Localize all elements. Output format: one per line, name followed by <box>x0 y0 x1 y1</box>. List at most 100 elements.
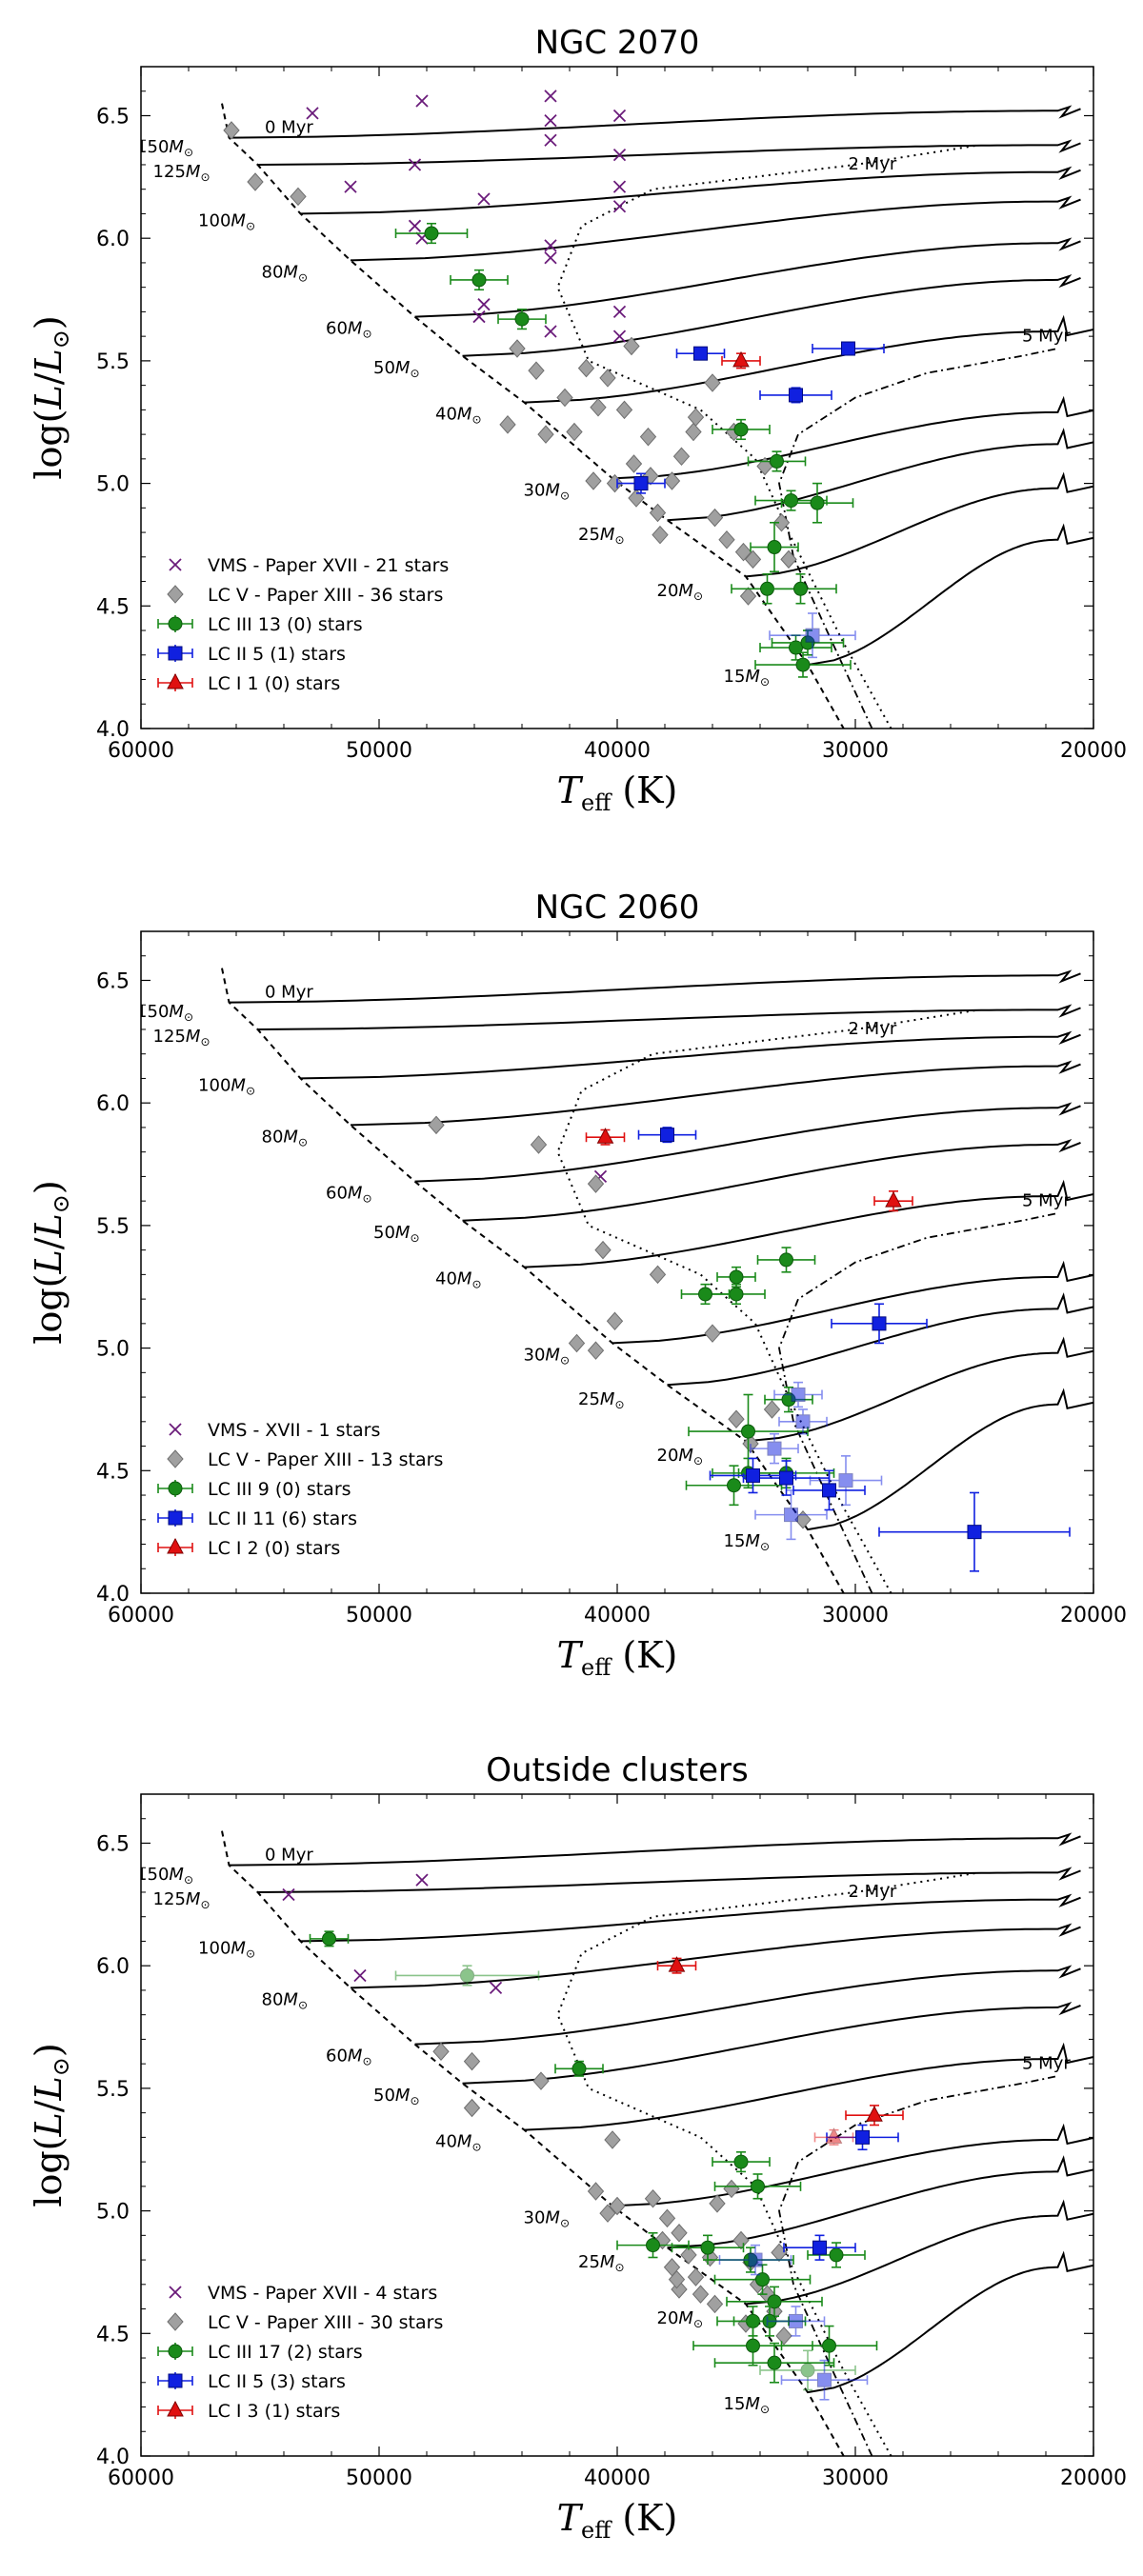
marker-square <box>812 2240 827 2255</box>
marker-square <box>168 1510 183 1526</box>
data-point <box>704 373 721 392</box>
marker-circle <box>822 2338 836 2353</box>
track-80msun <box>350 1923 1081 1989</box>
marker-diamond <box>668 2269 686 2289</box>
marker-diamond <box>672 447 691 467</box>
track-40msun <box>524 1179 1093 1268</box>
data-point <box>585 1128 626 1146</box>
series-lc-ii <box>616 341 885 659</box>
marker-diamond <box>685 422 702 442</box>
mass-label-20: 20M⊙ <box>657 1446 704 1468</box>
data-point <box>680 2246 697 2265</box>
data-point <box>766 2306 826 2337</box>
data-point <box>759 2349 856 2391</box>
series-lc-i <box>585 1128 913 1212</box>
data-point <box>704 1324 721 1343</box>
marker-circle <box>784 493 798 509</box>
track-40msun <box>524 2042 1093 2131</box>
y-tick-label: 5.0 <box>96 2201 130 2225</box>
legend-label: LC II 11 (6) stars <box>208 1508 357 1529</box>
marker-circle <box>767 2355 782 2370</box>
series-vms <box>282 1873 503 1994</box>
data-point <box>658 2208 676 2228</box>
marker-triangle <box>825 2127 843 2144</box>
data-point <box>247 172 264 191</box>
isochrone-5myr <box>778 1212 1058 1593</box>
x-axis-label: Teff (K) <box>557 1634 678 1681</box>
marker-circle <box>424 226 439 241</box>
data-point <box>544 133 557 147</box>
data-point <box>649 503 667 523</box>
marker-diamond <box>706 2294 724 2314</box>
marker-square <box>805 628 820 643</box>
marker-diamond <box>709 2194 726 2213</box>
data-point <box>750 1432 799 1465</box>
marker-circle <box>789 640 803 655</box>
marker-diamond <box>556 388 573 408</box>
marker-square <box>967 1525 982 1540</box>
y-tick-label: 6.0 <box>96 1955 130 1979</box>
data-point <box>747 450 807 472</box>
marker-diamond <box>537 425 554 444</box>
legend-label: LC III 17 (2) stars <box>208 2342 363 2363</box>
data-point <box>604 2130 621 2149</box>
data-point <box>450 269 509 291</box>
data-point <box>625 454 643 473</box>
data-point <box>353 1968 367 1983</box>
marker-circle <box>646 2238 660 2253</box>
data-point <box>754 651 852 678</box>
marker-x <box>544 90 557 103</box>
marker-circle <box>471 272 487 288</box>
marker-circle <box>829 2247 844 2263</box>
marker-x <box>344 180 357 193</box>
marker-circle <box>698 1287 712 1302</box>
marker-x <box>306 107 319 120</box>
track-15msun <box>807 1388 1093 1531</box>
marker-diamond <box>587 1341 605 1360</box>
data-point <box>585 471 602 490</box>
data-point <box>756 1247 816 1273</box>
track-50msun <box>462 2001 1081 2085</box>
y-tick-label: 6.0 <box>96 228 130 251</box>
data-point <box>637 1127 697 1144</box>
track-60msun <box>414 1102 1081 1183</box>
mass-label-25: 25M⊙ <box>578 1389 625 1411</box>
track-30msun <box>612 395 1093 480</box>
marker-square <box>822 1483 836 1498</box>
data-point <box>594 1240 612 1260</box>
marker-diamond <box>704 373 721 392</box>
data-point <box>306 107 319 120</box>
legend: VMS - XVII - 1 stars LC V - Paper XIII - … <box>157 1420 443 1559</box>
data-point <box>712 2151 771 2173</box>
mass-label-150: 150M⊙ <box>136 1002 193 1024</box>
legend-label: LC I 1 (0) stars <box>208 673 340 694</box>
data-point <box>688 1393 809 1469</box>
track-20msun <box>745 471 1093 578</box>
data-point <box>807 2242 866 2268</box>
marker-diamond <box>609 2196 626 2216</box>
legend: VMS - Paper XVII - 21 stars LC V - Paper … <box>157 555 449 694</box>
data-point <box>309 1930 350 1947</box>
marker-diamond <box>649 1265 667 1285</box>
data-point <box>706 2294 724 2314</box>
marker-square <box>779 1470 793 1486</box>
marker-x <box>544 133 557 147</box>
marker-square <box>791 1388 806 1402</box>
panel-1: NGC 2070 60000 50000 40000 30000 20000 4.0 4.5 5… <box>28 24 1127 816</box>
marker-square <box>748 2252 763 2267</box>
data-point <box>408 158 422 171</box>
data-point <box>544 113 557 128</box>
marker-diamond <box>587 1174 605 1193</box>
marker-x <box>477 298 491 311</box>
mass-label-40: 40M⊙ <box>435 405 482 427</box>
marker-diamond <box>658 2208 676 2228</box>
isochrone-label-0myr: 0 Myr <box>265 118 313 138</box>
track-100msun <box>300 166 1081 215</box>
isochrone-label-2myr: 2 Myr <box>849 154 897 174</box>
data-point <box>554 2060 604 2077</box>
data-point <box>606 1311 624 1331</box>
data-point <box>612 109 627 123</box>
legend-item: LC V - Paper XIII - 13 stars <box>167 1449 443 1470</box>
marker-diamond <box>290 187 307 207</box>
data-point <box>606 473 624 493</box>
